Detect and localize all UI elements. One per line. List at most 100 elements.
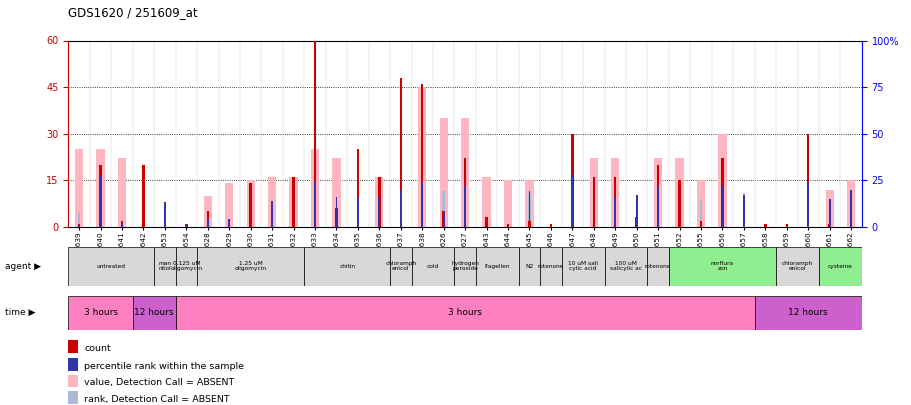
Text: cysteine: cysteine [827, 264, 852, 269]
Text: percentile rank within the sample: percentile rank within the sample [84, 362, 244, 371]
Bar [549, 224, 551, 227]
Bar [207, 211, 209, 227]
Bar [356, 197, 358, 227]
Bar [133, 296, 176, 330]
Bar [121, 223, 123, 227]
Bar [142, 165, 145, 227]
Bar [527, 221, 530, 227]
Text: flagellen: flagellen [484, 264, 509, 269]
Text: time ▶: time ▶ [5, 308, 35, 318]
Bar [292, 177, 294, 227]
Bar [225, 183, 233, 227]
Bar [485, 217, 487, 227]
Bar [176, 296, 753, 330]
Bar [604, 247, 647, 286]
Bar [185, 224, 188, 227]
Bar [68, 340, 77, 353]
Bar [527, 193, 530, 227]
Bar [311, 149, 319, 227]
Text: chitin: chitin [339, 264, 354, 269]
Text: N2: N2 [525, 264, 533, 269]
Bar [154, 247, 176, 286]
Bar [696, 180, 704, 227]
Bar [411, 247, 454, 286]
Bar [442, 212, 444, 227]
Bar [518, 247, 539, 286]
Bar [846, 180, 855, 227]
Bar [68, 296, 133, 330]
Bar [417, 87, 425, 227]
Bar [742, 193, 744, 227]
Bar [176, 247, 197, 286]
Bar [763, 224, 765, 227]
Bar [507, 224, 508, 227]
Text: GDS1620 / 251609_at: GDS1620 / 251609_at [68, 6, 198, 19]
Bar [699, 221, 701, 227]
Bar [228, 220, 230, 227]
Bar [635, 217, 637, 227]
Bar [461, 118, 468, 227]
Bar [335, 197, 337, 227]
Bar [675, 158, 683, 227]
Bar [120, 221, 123, 227]
Bar [613, 197, 616, 227]
Text: count: count [84, 344, 111, 353]
Bar [313, 40, 316, 227]
Bar [75, 149, 83, 227]
Bar [657, 186, 659, 227]
Text: cold: cold [426, 264, 438, 269]
Bar [721, 158, 722, 227]
Bar [399, 190, 401, 227]
Bar [304, 247, 390, 286]
Bar [571, 175, 573, 227]
Bar [721, 186, 722, 227]
Bar [332, 158, 340, 227]
Bar [421, 182, 423, 227]
Bar [721, 186, 722, 227]
Bar [828, 199, 830, 227]
Bar [647, 247, 668, 286]
Bar [464, 158, 466, 227]
Text: 1.25 uM
oligomycin: 1.25 uM oligomycin [234, 261, 266, 271]
Bar [207, 220, 209, 227]
Bar [539, 247, 561, 286]
Text: rotenone: rotenone [537, 264, 564, 269]
Bar [699, 199, 701, 227]
Text: norflura
zon: norflura zon [710, 261, 733, 271]
Bar [753, 296, 861, 330]
Text: 3 hours: 3 hours [84, 308, 118, 318]
Text: value, Detection Call = ABSENT: value, Detection Call = ABSENT [84, 378, 234, 388]
Bar [570, 134, 573, 227]
Bar [268, 177, 276, 227]
Bar [99, 186, 102, 227]
Bar [613, 177, 616, 227]
Bar [589, 158, 598, 227]
Bar [668, 247, 775, 286]
Bar [68, 375, 77, 387]
Bar [824, 190, 833, 227]
Bar [142, 202, 145, 227]
Bar [164, 202, 166, 227]
Bar [610, 158, 619, 227]
Text: agent ▶: agent ▶ [5, 262, 40, 271]
Bar [197, 247, 304, 286]
Text: 12 hours: 12 hours [787, 308, 827, 318]
Bar [68, 247, 154, 286]
Bar [528, 192, 530, 227]
Bar [656, 165, 659, 227]
Bar [525, 180, 533, 227]
Bar [378, 177, 380, 227]
Bar [454, 247, 476, 286]
Bar [806, 134, 809, 227]
Bar [356, 149, 359, 227]
Bar [827, 224, 830, 227]
Text: untreated: untreated [97, 264, 126, 269]
Bar [849, 192, 852, 227]
Bar [374, 177, 383, 227]
Bar [742, 221, 744, 227]
Bar [390, 247, 411, 286]
Bar [118, 158, 126, 227]
Bar [399, 78, 402, 227]
Bar [313, 182, 315, 227]
Bar [653, 158, 661, 227]
